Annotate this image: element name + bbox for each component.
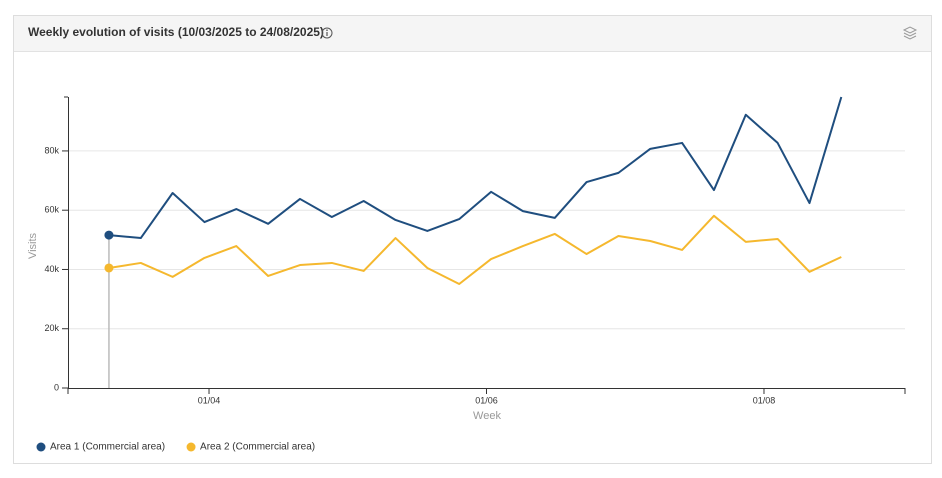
legend-item[interactable]: Area 1 (Commercial area) <box>36 442 166 453</box>
y-axis-label: Visits <box>27 232 39 259</box>
y-tick-label: 0 <box>54 382 59 392</box>
hover-marker <box>104 263 114 273</box>
card <box>13 15 932 464</box>
legend-label: Area 1 (Commercial area) <box>50 442 165 453</box>
x-tick-label: 01/04 <box>198 395 221 405</box>
layers-icon[interactable] <box>902 26 918 40</box>
legend-label: Area 2 (Commercial area) <box>200 442 315 453</box>
x-tick-label: 01/06 <box>475 395 498 405</box>
info-icon[interactable] <box>321 27 333 39</box>
x-tick-label: 01/08 <box>753 395 776 405</box>
legend-swatch <box>36 442 46 452</box>
chart-title: Weekly evolution of visits (10/03/2025 t… <box>28 25 324 39</box>
legend-swatch <box>186 442 196 452</box>
legend-item[interactable]: Area 2 (Commercial area) <box>186 442 316 453</box>
series-line <box>108 214 842 285</box>
hover-marker <box>104 230 114 240</box>
y-tick-label: 60k <box>44 205 59 215</box>
series-line <box>108 96 843 240</box>
x-axis-label: Week <box>473 410 501 422</box>
card-header <box>14 16 931 51</box>
y-tick-label: 80k <box>44 145 59 155</box>
y-tick-label: 40k <box>44 264 59 274</box>
y-tick-label: 20k <box>44 323 59 333</box>
